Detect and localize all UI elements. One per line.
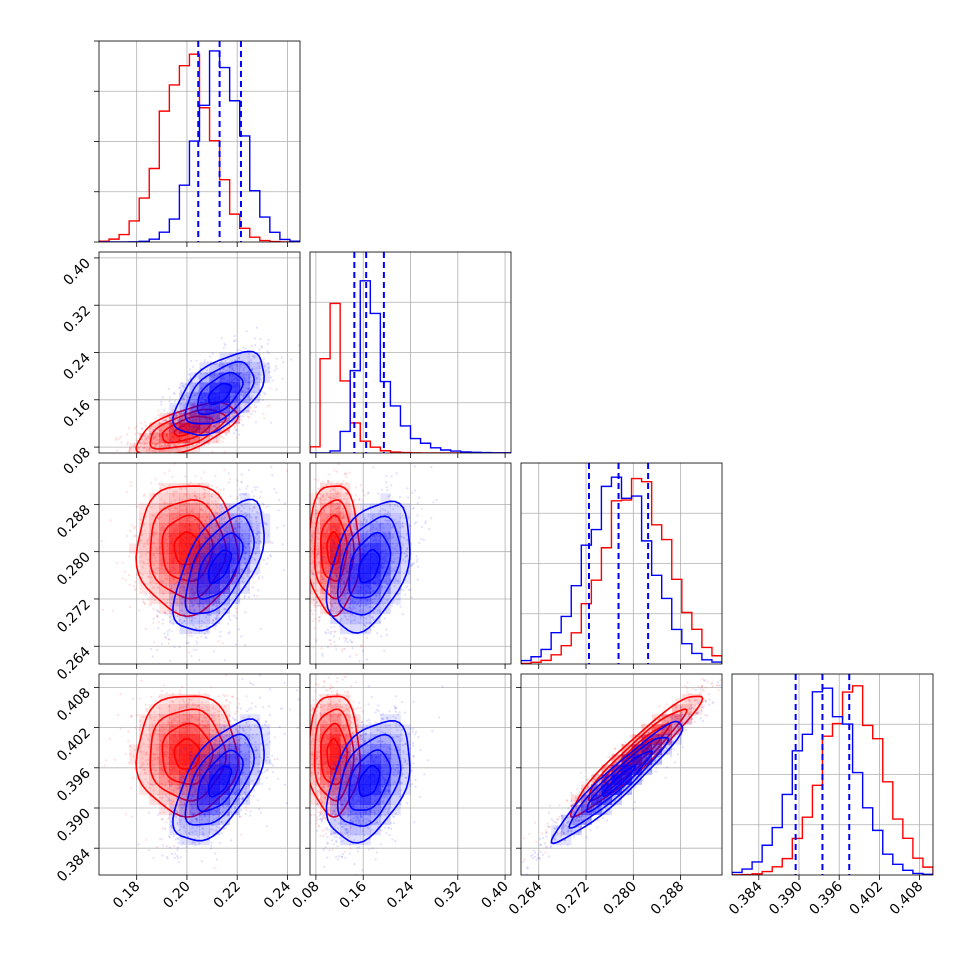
x-tick-label: 0.24 [261, 878, 294, 911]
y-tick-label: 0.264 [54, 644, 94, 684]
panel-plot-area [281, 438, 511, 694]
x-tick-label: 0.22 [211, 879, 244, 912]
y-tick-label: 0.280 [54, 549, 94, 589]
y-tick-label: 0.384 [54, 846, 94, 886]
panel-2-0: 0.264 0.272 0.280 0.288 [54, 443, 300, 689]
x-tick-label: 0.280 [600, 879, 640, 919]
panel-plot-area [310, 252, 511, 453]
panel-plot-area [732, 674, 933, 875]
density-series-1 [551, 714, 692, 845]
x-tick-label: 0.32 [431, 879, 464, 912]
histogram-series-1 [521, 477, 722, 664]
panel-plot-area [99, 41, 300, 242]
y-tick-label: 0.08 [60, 445, 93, 478]
y-tick-label: 0.16 [60, 397, 93, 430]
x-tick-label: 0.390 [766, 879, 806, 919]
x-tick-label: 0.20 [160, 879, 193, 912]
y-tick-label: 0.402 [54, 725, 94, 765]
panel-2-1 [281, 438, 511, 694]
panel-plot-area [286, 663, 511, 880]
x-tick-label: 0.396 [806, 878, 846, 918]
panel-2-2 [521, 463, 722, 669]
x-tick-label: 0.272 [553, 879, 593, 919]
y-tick-label: 0.390 [54, 806, 94, 846]
panel-1-0: 0.08 0.16 0.24 0.32 0.40 [60, 252, 300, 492]
x-tick-label: 0.08 [289, 879, 322, 912]
y-tick-label: 0.40 [60, 255, 93, 288]
y-tick-label: 0.32 [60, 303, 93, 336]
y-tick-label: 0.288 [54, 502, 94, 542]
x-tick-label: 0.24 [384, 878, 417, 911]
x-tick-label: 0.18 [110, 879, 143, 912]
y-tick-label: 0.24 [60, 350, 93, 383]
x-tick-label: 0.402 [847, 879, 887, 919]
panel-plot-area [521, 463, 722, 664]
panel-0-0 [94, 41, 300, 247]
panel-1-1 [310, 252, 511, 458]
x-tick-label: 0.16 [337, 878, 370, 911]
histogram-series-1 [732, 688, 933, 875]
x-tick-label: 0.408 [887, 879, 927, 919]
histogram-series-0 [99, 54, 300, 242]
y-tick-label: 0.396 [54, 765, 94, 805]
panel-plot-area [99, 628, 303, 888]
x-tick-label: 0.384 [726, 878, 766, 918]
x-tick-label: 0.288 [648, 879, 688, 919]
x-tick-label: 0.264 [506, 878, 546, 918]
panel-plot-area [97, 443, 300, 689]
y-tick-label: 0.408 [54, 685, 94, 725]
panel-plot-area [511, 654, 745, 881]
panel-3-0: 0.18 0.20 0.22 0.24 0.3840.3900.3960.4020.40… [54, 628, 303, 912]
y-tick-label: 0.272 [54, 596, 94, 636]
